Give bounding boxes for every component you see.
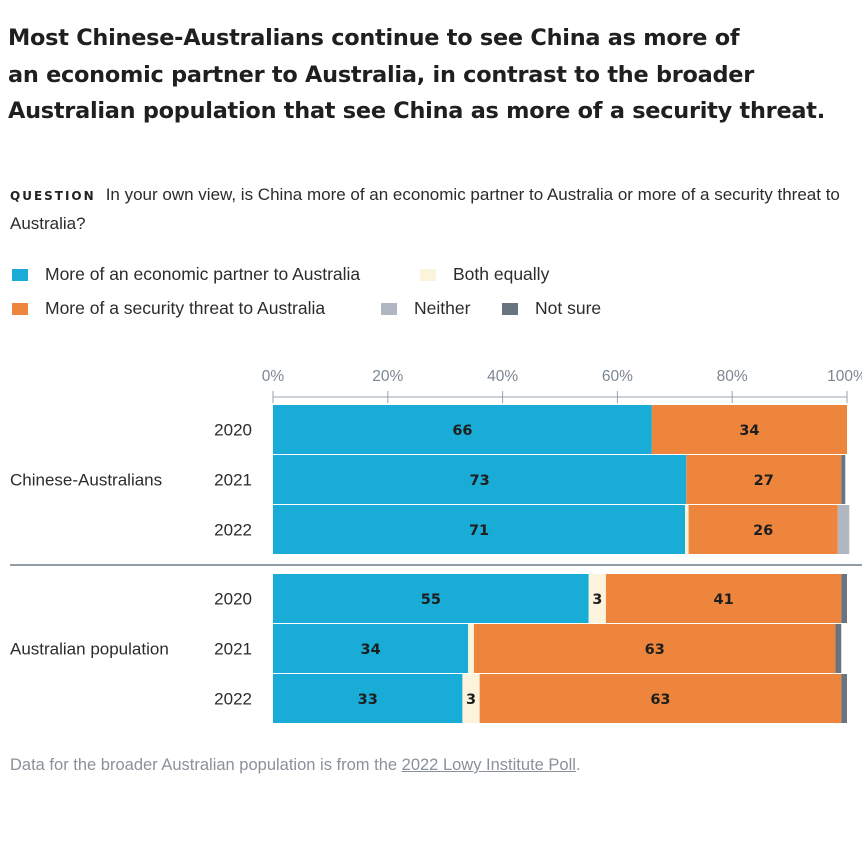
x-tick-label: 60% bbox=[602, 368, 633, 385]
data-label: 63 bbox=[650, 692, 670, 708]
bar-segment-economic-partner bbox=[273, 574, 589, 623]
legend-item-economic-partner: More of an economic partner to Australia bbox=[12, 264, 360, 285]
bar-segment-both-equally bbox=[462, 674, 480, 723]
data-label: 27 bbox=[754, 473, 774, 489]
bar-segment-not-sure bbox=[841, 674, 847, 723]
data-label: 73 bbox=[470, 473, 490, 489]
data-label: 71 bbox=[469, 523, 489, 539]
data-label: 34 bbox=[739, 423, 759, 439]
legend-swatch bbox=[420, 268, 436, 281]
legend-item-not-sure: Not sure bbox=[502, 298, 601, 319]
x-tick-label: 80% bbox=[717, 368, 748, 385]
year-label: 2021 bbox=[214, 471, 252, 490]
bar-segment-economic-partner bbox=[273, 505, 686, 554]
data-label: 3 bbox=[592, 592, 602, 608]
bar-segment-economic-partner bbox=[273, 674, 463, 723]
legend-item-neither: Neither bbox=[381, 298, 470, 319]
bar-segment-neither bbox=[837, 505, 850, 554]
bar-segment-not-sure bbox=[841, 455, 846, 504]
bar-segment-not-sure bbox=[835, 624, 842, 673]
legend-item-both-equally: Both equally bbox=[420, 264, 549, 285]
bar-segment-security-threat bbox=[605, 574, 842, 623]
question-block: QUESTION In your own view, is China more … bbox=[10, 181, 840, 237]
data-label: 3 bbox=[466, 692, 476, 708]
data-label: 66 bbox=[452, 423, 472, 439]
stacked-bar-chart: 0% 20% 40% 60% 80% 100% 2020 66 34 2021 73 27 2022 71… bbox=[10, 368, 862, 723]
question-text: In your own view, is China more of an ec… bbox=[10, 185, 840, 233]
legend-label: Both equally bbox=[453, 264, 550, 284]
data-label: 55 bbox=[421, 592, 441, 608]
bar-segment-economic-partner bbox=[273, 624, 469, 673]
bar-segment-security-threat bbox=[651, 405, 847, 454]
footnote-text: Data for the broader Australian populati… bbox=[10, 756, 402, 774]
title-line: an economic partner to Australia, in con… bbox=[8, 61, 755, 88]
data-label: 63 bbox=[645, 642, 665, 658]
legend-label: More of a security threat to Australia bbox=[45, 298, 326, 318]
year-label: 2022 bbox=[214, 521, 252, 540]
bar-segment-economic-partner bbox=[273, 455, 687, 504]
footnote-end: . bbox=[575, 756, 581, 774]
bar-segment-both-equally bbox=[588, 574, 606, 623]
x-tick-label: 20% bbox=[372, 368, 403, 385]
title-line: Most Chinese-Australians continue to see… bbox=[8, 25, 740, 51]
legend-item-security-threat: More of a security threat to Australia bbox=[12, 298, 325, 319]
bar-segment-economic-partner bbox=[273, 405, 652, 454]
year-label: 2020 bbox=[214, 421, 252, 440]
legend-swatch bbox=[381, 302, 397, 315]
legend-label: Not sure bbox=[535, 298, 602, 318]
legend-swatch bbox=[502, 302, 518, 315]
legend-swatch bbox=[12, 268, 28, 281]
legend-label: More of an economic partner to Australia bbox=[45, 264, 361, 284]
bar-segment-not-sure bbox=[841, 574, 847, 623]
data-label: 41 bbox=[713, 592, 733, 608]
data-label: 34 bbox=[360, 642, 380, 658]
data-label: 26 bbox=[753, 523, 773, 539]
footnote: Data for the broader Australian populati… bbox=[10, 756, 581, 775]
bar-segment-security-threat bbox=[473, 624, 836, 673]
chart-title: Most Chinese-Australians continue to see… bbox=[8, 20, 853, 130]
x-tick-label: 0% bbox=[262, 368, 285, 385]
year-label: 2022 bbox=[214, 690, 252, 709]
bar-segment-both-equally bbox=[685, 505, 689, 554]
question-label: QUESTION bbox=[10, 189, 96, 203]
x-tick-label: 40% bbox=[487, 368, 518, 385]
group-label: Chinese-Australians bbox=[10, 471, 162, 490]
legend-swatch bbox=[12, 302, 28, 315]
bar-segment-security-threat bbox=[479, 674, 842, 723]
bar-segment-security-threat bbox=[686, 455, 842, 504]
bar-segment-both-equally bbox=[468, 624, 474, 673]
title-line: Australian population that see China as … bbox=[8, 98, 825, 124]
legend-label: Neither bbox=[414, 298, 471, 318]
x-tick-label: 100% bbox=[827, 368, 862, 385]
group-label: Australian population bbox=[10, 640, 169, 659]
bar-segment-security-threat bbox=[688, 505, 838, 554]
data-label: 33 bbox=[358, 692, 378, 708]
year-label: 2020 bbox=[214, 590, 252, 609]
source-link[interactable]: 2022 Lowy Institute Poll bbox=[401, 756, 576, 774]
year-label: 2021 bbox=[214, 640, 252, 659]
